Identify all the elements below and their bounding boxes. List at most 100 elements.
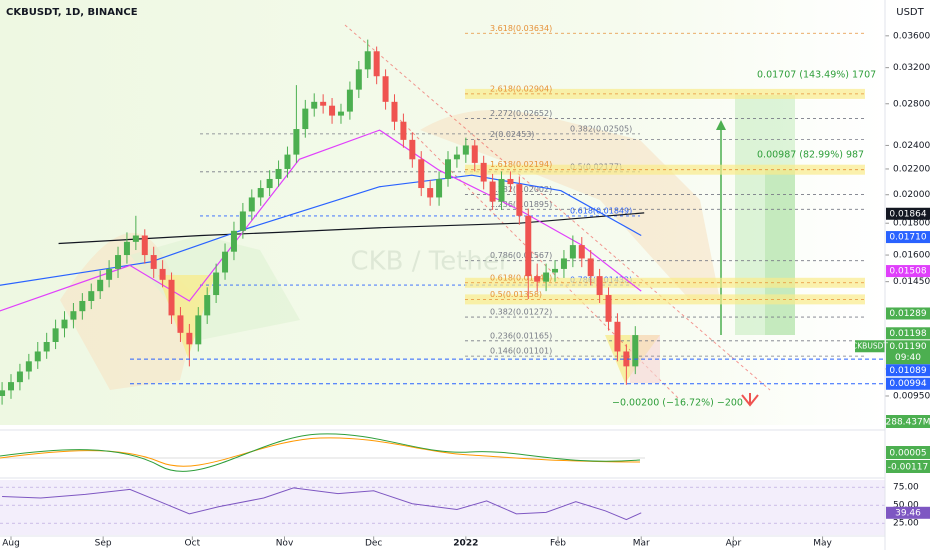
measure-label: 0.01707 (143.49%) 1707 <box>757 70 876 81</box>
price-tag-label: 0.01864 <box>889 209 926 219</box>
currency: USDT <box>896 7 924 18</box>
fib-label: 2(0.02453) <box>490 130 534 139</box>
candle-body <box>480 162 487 182</box>
macd-label: -0.00117 <box>888 463 928 473</box>
fib-label: 0.146(0.01101) <box>490 347 552 356</box>
candle-body <box>453 154 460 160</box>
price-tag-label: 0.01190 <box>889 342 926 352</box>
cloud <box>420 110 720 300</box>
price-tag-label: 0.01289 <box>889 309 926 319</box>
measure-box <box>765 170 795 335</box>
candle-body <box>230 230 237 252</box>
candle-body <box>587 258 594 277</box>
y-tick-label: 0.02000 <box>893 190 930 200</box>
candle-body <box>159 268 166 280</box>
candle-body <box>427 188 434 198</box>
price-tag-label: 0.01508 <box>889 267 926 277</box>
candle-body <box>106 268 113 280</box>
rsi-tick-label: 50.00 <box>893 501 919 511</box>
candle-body <box>346 89 353 112</box>
fib-label: 3.618(0.03634) <box>490 24 552 33</box>
candle-body <box>88 291 95 301</box>
fib-label: 0.382(0.01272) <box>490 308 552 317</box>
candle-body <box>596 276 603 296</box>
candle-body <box>364 51 371 70</box>
candle-body <box>578 245 585 259</box>
candle-body <box>623 351 630 367</box>
candle-body <box>436 178 443 198</box>
candle-body <box>52 328 59 342</box>
symbol-tag <box>855 340 885 353</box>
candle-body <box>471 145 478 163</box>
candle-body <box>248 197 255 212</box>
x-tick-label: Apr <box>726 539 742 549</box>
candle-body <box>355 69 362 90</box>
measure-label: 0.00987 (82.99%) 987 <box>757 150 864 161</box>
macd-tag <box>886 446 930 459</box>
candle-body <box>409 139 416 160</box>
watermark: CKB / Tether <box>350 247 509 277</box>
candle-body <box>462 145 469 155</box>
candle-body <box>552 268 559 273</box>
price-tag-label: 0.01710 <box>889 233 926 243</box>
y-tick-label: 0.03600 <box>893 31 930 41</box>
fib-label: 2.272(0.02652) <box>490 109 552 118</box>
candle-body <box>311 101 318 109</box>
x-tick-label: Nov <box>276 539 294 549</box>
candle-body <box>516 184 523 216</box>
arrow-down <box>741 393 759 407</box>
candle-body <box>61 319 68 329</box>
fib-label: 0.5(0.01358) <box>490 290 542 299</box>
volume-tag <box>886 415 930 428</box>
x-tick-label: Mar <box>633 539 650 549</box>
candle-body <box>16 371 23 383</box>
y-tick-label: 0.02400 <box>893 141 930 151</box>
candle-body <box>605 295 612 322</box>
measure-label: −0.00200 (−16.72%) −200 <box>612 398 743 409</box>
volume-label: 288.437M <box>886 418 931 428</box>
y-tick-label: 0.01800 <box>893 219 930 229</box>
candle-body <box>204 295 211 316</box>
price-tag <box>886 327 930 340</box>
macd-line <box>0 433 641 472</box>
candle-body <box>70 311 77 320</box>
candle-body <box>543 272 550 282</box>
candle-body <box>525 215 532 277</box>
x-tick-label: Sep <box>95 539 112 549</box>
candle-body <box>177 315 184 333</box>
candle-body <box>391 101 398 122</box>
candle-body <box>239 211 246 231</box>
candle-body <box>560 258 567 269</box>
candle-body <box>168 279 175 316</box>
x-tick-label: Oct <box>185 539 201 549</box>
candle-body <box>329 105 336 116</box>
fib-label: 2.618(0.02904) <box>490 84 552 93</box>
fib-label: 0.618(0.01849) <box>570 206 632 215</box>
y-tick-label: 0.02200 <box>893 164 930 174</box>
candle-body <box>97 279 104 292</box>
price-tag <box>886 265 930 278</box>
macd-signal <box>0 437 641 467</box>
candle-body <box>284 154 291 169</box>
price-tag <box>886 207 930 220</box>
y-tick-label: 0.01450 <box>893 277 930 287</box>
rsi-tick-label: 25.00 <box>893 519 919 529</box>
candle-body <box>186 332 193 345</box>
macd-tag <box>886 460 930 473</box>
candle-body <box>257 188 264 198</box>
fib-label: 0.382(0.02505) <box>570 124 632 133</box>
candle-body <box>614 321 621 352</box>
chart-title: CKBUSDT, 1D, BINANCE <box>6 7 138 18</box>
price-tag-label: 0.00994 <box>889 379 926 389</box>
arrow-head <box>716 120 726 130</box>
candle-body <box>302 108 309 130</box>
price-tag <box>886 340 930 365</box>
x-tick-label: Aug <box>2 539 20 549</box>
fib-label: 1.618(0.02194) <box>490 160 552 169</box>
candle-body <box>320 101 327 106</box>
y-tick-label: 0.00950 <box>893 391 930 401</box>
countdown: 09:40 <box>895 353 921 363</box>
candle-body <box>0 390 6 396</box>
candle-body <box>418 159 425 189</box>
